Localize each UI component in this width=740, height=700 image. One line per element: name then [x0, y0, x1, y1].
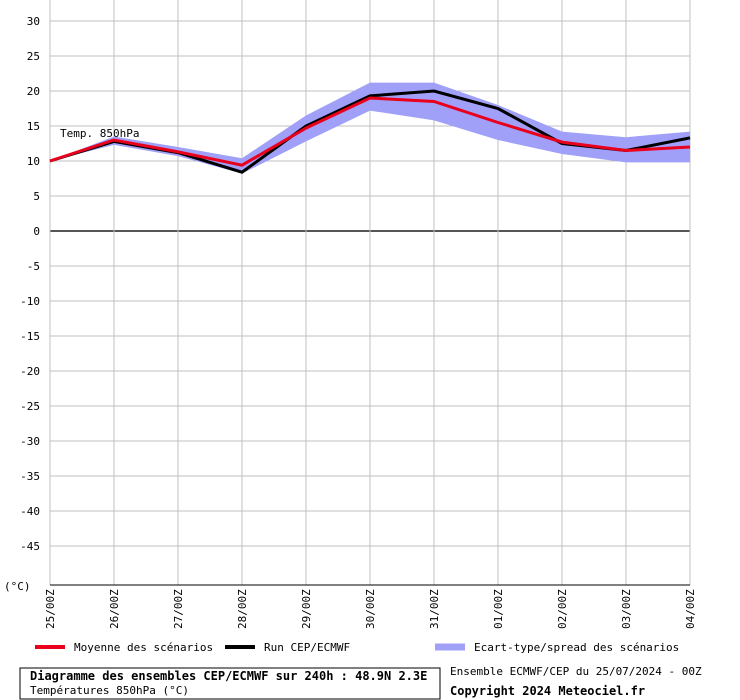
legend-label: Run CEP/ECMWF	[264, 641, 350, 654]
footer-copyright: Copyright 2024 Meteociel.fr	[450, 684, 645, 698]
y-unit: (°C)	[4, 580, 31, 593]
legend-label: Moyenne des scénarios	[74, 641, 213, 654]
x-tick-label: 25/00Z	[44, 589, 57, 629]
y-tick-label: -10	[20, 295, 40, 308]
footer-box	[19, 667, 441, 700]
footer-subtitle: Températures 850hPa (°C)	[30, 684, 189, 697]
y-tick-label: -40	[20, 505, 40, 518]
y-tick-label: 15	[27, 120, 40, 133]
x-tick-label: 03/00Z	[620, 589, 633, 629]
x-tick-label: 04/00Z	[684, 589, 697, 629]
y-tick-label: -45	[20, 540, 40, 553]
legend-label: Ecart-type/spread des scénarios	[474, 641, 679, 654]
y-tick-label: 25	[27, 50, 40, 63]
annotation: Temp. 850hPa	[60, 127, 139, 140]
y-tick-label: 30	[27, 15, 40, 28]
x-tick-label: 26/00Z	[108, 589, 121, 629]
footer-run: Ensemble ECMWF/CEP du 25/07/2024 - 00Z	[450, 665, 702, 678]
x-tick-label: 31/00Z	[428, 589, 441, 629]
y-tick-label: -20	[20, 365, 40, 378]
y-tick-label: -5	[27, 260, 40, 273]
x-tick-label: 28/00Z	[236, 589, 249, 629]
x-tick-label: 01/00Z	[492, 589, 505, 629]
x-tick-label: 27/00Z	[172, 589, 185, 629]
y-tick-label: 20	[27, 85, 40, 98]
series-line	[49, 96, 691, 167]
y-tick-label: 5	[33, 190, 40, 203]
y-tick-label: -30	[20, 435, 40, 448]
y-tick-label: 10	[27, 155, 40, 168]
footer-title: Diagramme des ensembles CEP/ECMWF sur 24…	[30, 669, 427, 683]
y-tick-label: -25	[20, 400, 40, 413]
x-tick-label: 29/00Z	[300, 589, 313, 629]
x-tick-label: 02/00Z	[556, 589, 569, 629]
x-tick-label: 30/00Z	[364, 589, 377, 629]
y-tick-label: 0	[33, 225, 40, 238]
spread-band	[50, 82, 690, 174]
y-tick-label: -15	[20, 330, 40, 343]
y-tick-label: -35	[20, 470, 40, 483]
